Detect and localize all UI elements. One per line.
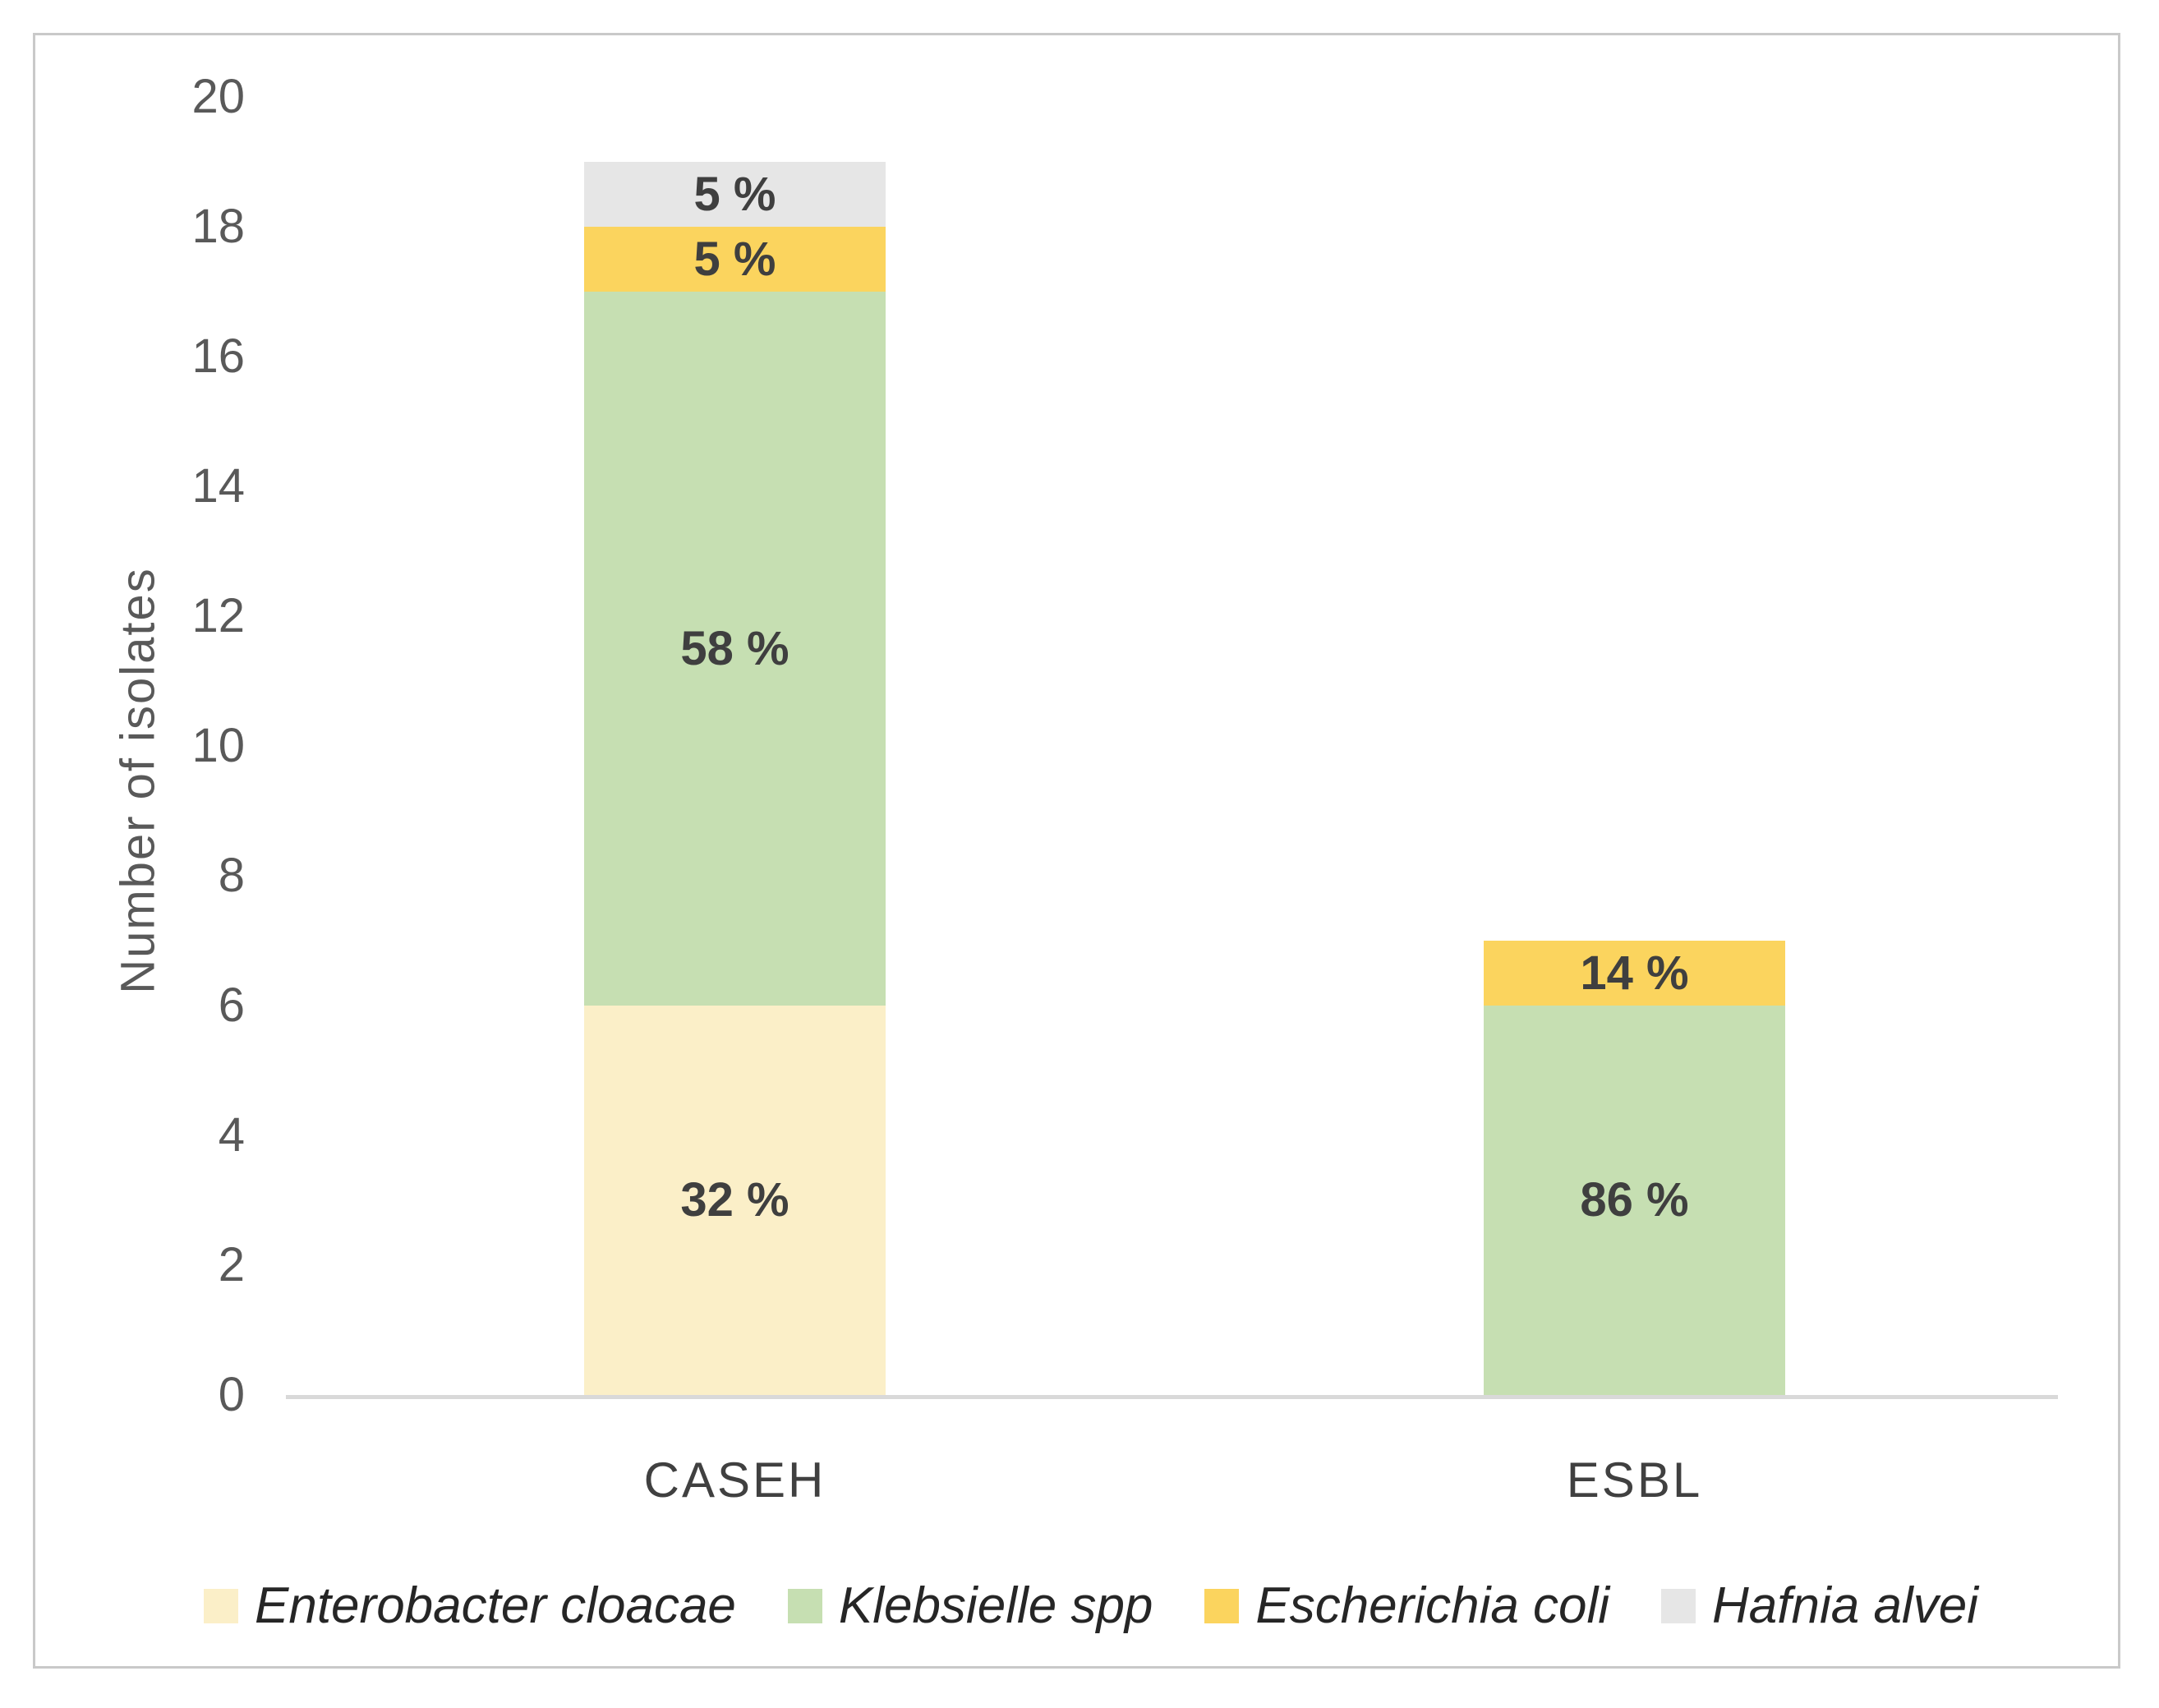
y-axis-tick-label: 12 xyxy=(191,589,245,642)
y-axis-tick-label: 18 xyxy=(191,200,245,253)
bar-segment-esbl-escherichia-coli: 14 % xyxy=(1484,941,1785,1006)
y-axis-tick-label: 0 xyxy=(218,1368,245,1421)
x-axis-category-label-caseh: CASEH xyxy=(643,1452,826,1508)
y-axis-tick-label: 8 xyxy=(218,849,245,902)
legend-label: Klebsielle spp xyxy=(838,1577,1153,1634)
legend-label: Escherichia coli xyxy=(1255,1577,1610,1634)
legend-swatch-enterobacter-cloacae xyxy=(204,1589,238,1623)
segment-percent-label: 32 % xyxy=(680,1173,789,1227)
bar-segment-caseh-klebsielle-spp: 58 % xyxy=(584,292,886,1006)
legend-item-escherichia-coli: Escherichia coli xyxy=(1204,1581,1609,1632)
legend-item-hafnia-alvei: Hafnia alvei xyxy=(1661,1581,1978,1632)
legend: Enterobacter cloacae Klebsielle spp Escher… xyxy=(204,1574,1978,1638)
x-axis-line xyxy=(286,1395,2058,1399)
legend-item-klebsielle-spp: Klebsielle spp xyxy=(787,1577,1153,1634)
legend-label: Hafnia alvei xyxy=(1712,1577,1978,1634)
segment-percent-label: 5 % xyxy=(693,232,776,286)
bar-segment-caseh-hafnia-alvei: 5 % xyxy=(584,162,886,227)
bar-segment-caseh-enterobacter-cloacae: 32 % xyxy=(584,1006,886,1395)
x-axis-category-label-esbl: ESBL xyxy=(1566,1452,1703,1508)
y-axis-tick-label: 4 xyxy=(218,1108,245,1162)
legend-label: Enterobacter cloacae xyxy=(255,1577,736,1634)
y-axis-tick-label: 14 xyxy=(191,459,245,513)
y-axis-tick-label: 10 xyxy=(191,719,245,772)
segment-percent-label: 5 % xyxy=(693,167,776,221)
legend-item-enterobacter-cloacae: Enterobacter cloacae xyxy=(204,1581,736,1632)
legend-swatch-klebsielle-spp xyxy=(787,1589,822,1623)
y-axis-tick-label: 16 xyxy=(191,329,245,383)
segment-percent-label: 86 % xyxy=(1580,1173,1689,1227)
y-axis-tick-label: 20 xyxy=(191,70,245,123)
y-axis-tick-label: 2 xyxy=(218,1238,245,1291)
bar-segment-caseh-escherichia-coli: 5 % xyxy=(584,227,886,292)
bar-segment-esbl-klebsielle-spp: 86 % xyxy=(1484,1006,1785,1395)
segment-percent-label: 14 % xyxy=(1580,946,1689,1000)
y-axis-tick-label: 6 xyxy=(218,978,245,1032)
legend-swatch-hafnia-alvei xyxy=(1661,1589,1696,1623)
segment-percent-label: 58 % xyxy=(680,621,789,675)
legend-swatch-escherichia-coli xyxy=(1204,1589,1240,1623)
